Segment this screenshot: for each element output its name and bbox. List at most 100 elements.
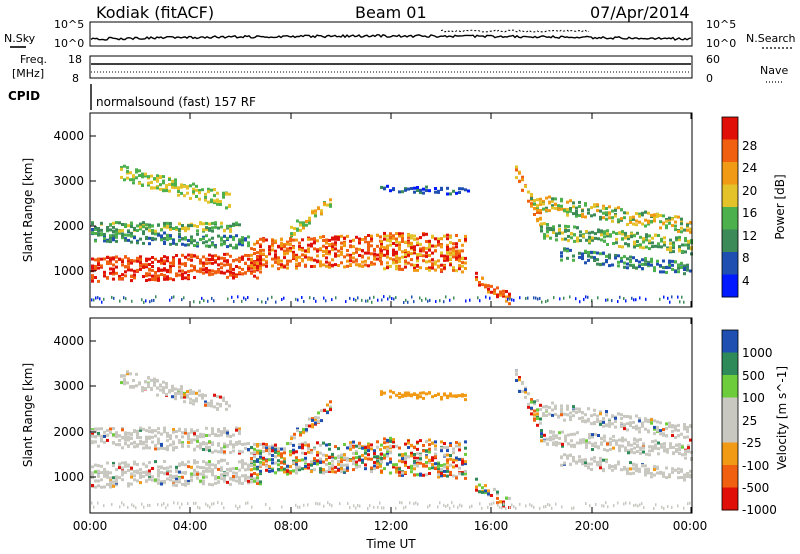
power-cell xyxy=(103,237,106,240)
velocity-cell xyxy=(256,451,259,455)
power-cell xyxy=(247,264,250,268)
velocity-cell xyxy=(292,451,295,455)
velocity-cell xyxy=(293,432,296,436)
velocity-cell xyxy=(283,448,286,452)
velocity-cell xyxy=(645,452,648,456)
power-cell xyxy=(461,243,464,247)
power-cell xyxy=(416,189,419,192)
power-cell xyxy=(487,287,490,291)
power-cell xyxy=(202,237,205,241)
velocity-cell xyxy=(139,439,142,443)
power-cell xyxy=(222,191,225,195)
power-cell xyxy=(478,281,481,284)
power-cell xyxy=(247,235,250,239)
power-cell xyxy=(103,232,106,236)
velocity-cell xyxy=(148,476,151,480)
velocity-cell xyxy=(220,473,223,477)
power-cell xyxy=(166,256,169,260)
velocity-cell xyxy=(469,505,471,509)
velocity-cell xyxy=(582,439,585,443)
power-cell xyxy=(413,263,416,267)
power-cell xyxy=(253,242,256,246)
power-cell xyxy=(551,204,554,208)
power-cell xyxy=(548,209,551,213)
power-cell xyxy=(410,236,413,240)
power-cell xyxy=(121,223,124,226)
power-cell xyxy=(570,232,573,236)
power-cell xyxy=(193,300,195,304)
power-cell xyxy=(524,185,527,188)
power-cell xyxy=(163,273,166,277)
velocity-cell xyxy=(647,467,650,471)
power-cell xyxy=(569,207,572,210)
velocity-cell xyxy=(440,471,443,475)
velocity-cell xyxy=(364,456,367,460)
velocity-cell xyxy=(684,452,687,456)
power-cell xyxy=(669,242,672,246)
velocity-cell xyxy=(355,444,358,448)
velocity-cell xyxy=(304,460,307,463)
velocity-cell xyxy=(623,414,626,418)
power-cell xyxy=(626,211,629,215)
power-cell xyxy=(560,204,563,208)
velocity-cell xyxy=(496,490,499,494)
velocity-cell xyxy=(642,442,645,446)
x-tick-label: 16:00 xyxy=(474,519,509,533)
power-cell xyxy=(626,266,629,270)
power-cell xyxy=(256,251,259,255)
velocity-cell xyxy=(103,472,106,476)
power-cell xyxy=(585,229,588,233)
power-cell xyxy=(226,269,229,273)
velocity-cell xyxy=(295,463,298,467)
power-cell xyxy=(527,296,529,300)
velocity-cell xyxy=(453,504,455,508)
power-cell xyxy=(202,222,205,226)
power-cell xyxy=(271,248,274,252)
velocity-cell xyxy=(199,434,202,438)
velocity-cell xyxy=(572,456,575,459)
velocity-cell xyxy=(187,465,190,469)
power-cell xyxy=(314,214,317,218)
power-cell xyxy=(111,295,113,299)
velocity-cell xyxy=(419,439,422,443)
velocity-cell xyxy=(588,435,591,439)
velocity-cell xyxy=(364,451,367,455)
velocity-cell xyxy=(683,427,686,431)
velocity-cell xyxy=(195,399,198,403)
power-cell xyxy=(217,268,220,272)
power-cell xyxy=(316,254,319,258)
power-cell xyxy=(211,254,214,258)
velocity-cell xyxy=(154,460,157,464)
velocity-cell xyxy=(653,425,656,429)
power-cell xyxy=(174,178,177,182)
velocity-cell xyxy=(656,465,659,469)
power-cell xyxy=(446,192,449,196)
power-cell xyxy=(431,251,434,255)
power-cell xyxy=(683,266,686,270)
velocity-cell xyxy=(91,471,94,475)
power-cell xyxy=(169,242,172,246)
velocity-cell xyxy=(250,464,253,467)
velocity-cell xyxy=(404,452,407,456)
power-cell xyxy=(617,260,620,264)
power-cell xyxy=(184,271,187,275)
velocity-cell xyxy=(560,463,563,467)
power-cell xyxy=(639,296,641,300)
velocity-cell xyxy=(195,391,198,395)
velocity-cell xyxy=(678,446,681,450)
x-axis: 00:00 04:00 08:00 12:00 16:00 20:00 00:0… xyxy=(73,113,707,551)
velocity-cell xyxy=(127,464,130,468)
power-cell xyxy=(238,256,241,260)
velocity-cell xyxy=(671,434,674,437)
velocity-cell xyxy=(331,459,334,463)
power-cell xyxy=(675,238,678,242)
power-cell xyxy=(428,266,431,270)
power-cell xyxy=(662,214,665,218)
power-cell xyxy=(428,239,431,243)
velocity-cell xyxy=(118,434,121,438)
power-cell xyxy=(334,247,337,251)
power-cell xyxy=(103,274,106,278)
velocity-cell xyxy=(641,421,644,425)
velocity-cell xyxy=(193,469,196,473)
velocity-cell xyxy=(328,462,331,466)
